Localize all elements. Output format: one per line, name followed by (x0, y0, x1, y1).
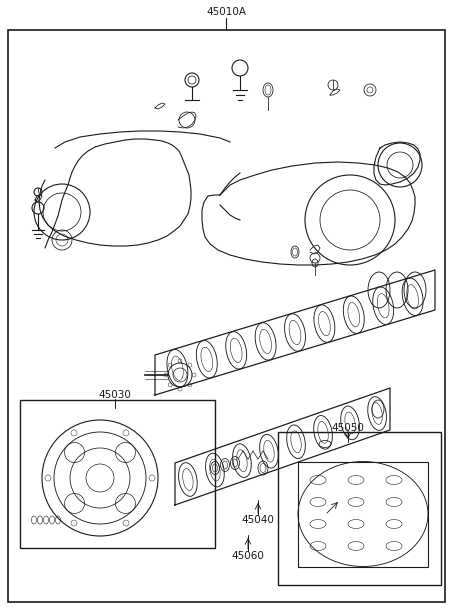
Bar (20, 400, 215, 548)
Bar (298, 462, 428, 567)
Text: 45050: 45050 (332, 423, 364, 433)
Text: 45060: 45060 (231, 551, 265, 561)
Bar (278, 432, 441, 585)
Text: 45040: 45040 (241, 515, 275, 525)
Text: 45030: 45030 (99, 390, 131, 400)
Text: 45010A: 45010A (206, 7, 246, 17)
